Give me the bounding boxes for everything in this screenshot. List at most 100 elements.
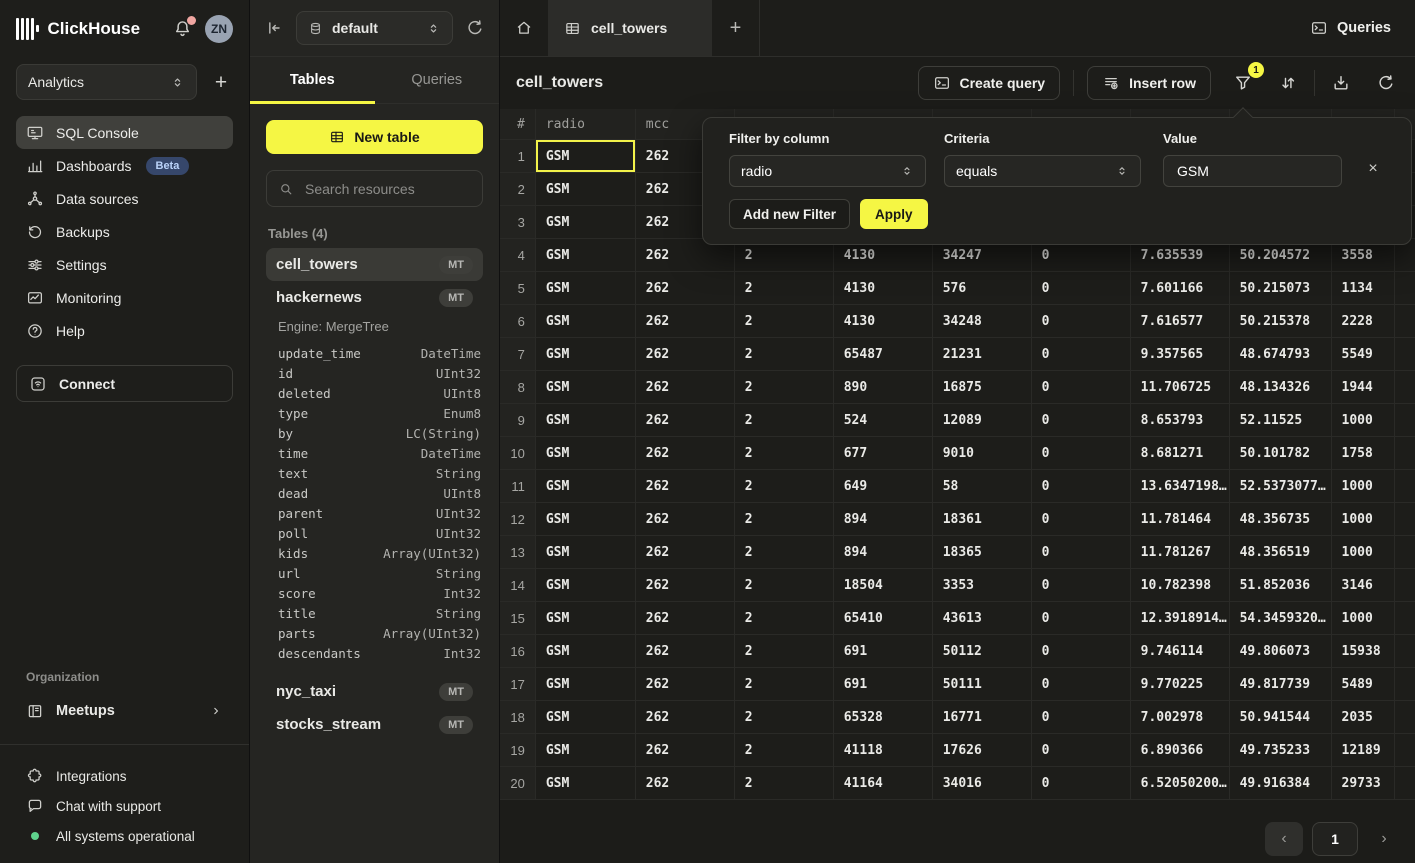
table-cell[interactable]: 5549: [1332, 338, 1395, 371]
table-cell[interactable]: 262: [636, 437, 735, 470]
table-cell[interactable]: 2: [735, 371, 834, 404]
table-cell[interactable]: 2: [735, 536, 834, 569]
table-cell[interactable]: 0: [1032, 404, 1131, 437]
table-cell[interactable]: 2: [735, 668, 834, 701]
table-cell[interactable]: 1000: [1332, 602, 1395, 635]
table-cell[interactable]: GSM: [536, 569, 636, 602]
table-cell[interactable]: 9.357565: [1131, 338, 1230, 371]
table-item-nyc_taxi[interactable]: nyc_taxiMT: [266, 675, 483, 708]
table-cell[interactable]: 262: [636, 701, 735, 734]
sidebar-item-sql-console[interactable]: SQL Console: [16, 116, 233, 149]
table-cell[interactable]: 2: [735, 701, 834, 734]
table-cell[interactable]: 0: [1032, 734, 1131, 767]
table-cell[interactable]: 48.356735: [1230, 503, 1332, 536]
notifications-bell-icon[interactable]: [172, 18, 193, 39]
table-cell[interactable]: GSM: [536, 338, 636, 371]
sort-button[interactable]: [1275, 70, 1301, 96]
table-cell[interactable]: GSM: [536, 734, 636, 767]
table-cell[interactable]: GSM: [536, 536, 636, 569]
table-cell[interactable]: 65328: [834, 701, 933, 734]
filter-button[interactable]: 1: [1230, 70, 1256, 96]
home-button[interactable]: [500, 0, 548, 56]
table-cell[interactable]: 41164: [834, 767, 933, 800]
table-cell[interactable]: 7.601166: [1131, 272, 1230, 305]
table-cell[interactable]: 649: [834, 470, 933, 503]
table-cell[interactable]: 43613: [933, 602, 1032, 635]
table-cell[interactable]: GSM: [536, 767, 636, 800]
table-cell[interactable]: 1000: [1332, 503, 1395, 536]
table-cell[interactable]: GSM: [536, 239, 636, 272]
table-cell[interactable]: 0: [1032, 371, 1131, 404]
table-cell[interactable]: 2: [735, 305, 834, 338]
connect-button[interactable]: Connect: [16, 365, 233, 402]
table-cell[interactable]: 894: [834, 536, 933, 569]
table-cell[interactable]: 34248: [933, 305, 1032, 338]
workspace-select[interactable]: Analytics: [16, 64, 197, 100]
table-cell[interactable]: 0: [1032, 470, 1131, 503]
table-cell[interactable]: GSM: [536, 404, 636, 437]
table-cell[interactable]: 12.3918914…: [1131, 602, 1230, 635]
table-cell[interactable]: 8.681271: [1131, 437, 1230, 470]
table-cell[interactable]: 50.215073: [1230, 272, 1332, 305]
table-cell[interactable]: 1758: [1332, 437, 1395, 470]
table-cell[interactable]: 54.3459320…: [1230, 602, 1332, 635]
tab-tables[interactable]: Tables: [250, 57, 375, 103]
table-cell[interactable]: 1944: [1332, 371, 1395, 404]
table-cell[interactable]: 65487: [834, 338, 933, 371]
add-new-filter-button[interactable]: Add new Filter: [729, 199, 850, 229]
sidebar-item-monitoring[interactable]: Monitoring: [16, 281, 233, 314]
sidebar-item-chat-with-support[interactable]: Chat with support: [16, 791, 233, 821]
table-cell[interactable]: 890: [834, 371, 933, 404]
table-cell[interactable]: 2: [735, 470, 834, 503]
table-cell[interactable]: 0: [1032, 635, 1131, 668]
table-cell[interactable]: 677: [834, 437, 933, 470]
table-cell[interactable]: 576: [933, 272, 1032, 305]
table-cell[interactable]: GSM: [536, 470, 636, 503]
table-cell[interactable]: 49.806073: [1230, 635, 1332, 668]
table-cell[interactable]: 12189: [1332, 734, 1395, 767]
table-cell[interactable]: 1000: [1332, 404, 1395, 437]
table-cell[interactable]: 50.215378: [1230, 305, 1332, 338]
search-input[interactable]: [303, 180, 488, 198]
table-cell[interactable]: 262: [636, 536, 735, 569]
table-cell[interactable]: 262: [636, 272, 735, 305]
table-cell[interactable]: 0: [1032, 437, 1131, 470]
table-cell[interactable]: 262: [636, 635, 735, 668]
table-cell[interactable]: 49.817739: [1230, 668, 1332, 701]
table-cell[interactable]: GSM: [536, 635, 636, 668]
next-page-button[interactable]: ›: [1367, 830, 1401, 848]
table-cell[interactable]: 18365: [933, 536, 1032, 569]
table-item-cell_towers[interactable]: cell_towersMT: [266, 248, 483, 281]
table-cell[interactable]: 7.002978: [1131, 701, 1230, 734]
current-page[interactable]: 1: [1312, 822, 1358, 856]
sidebar-item-all-systems-operational[interactable]: All systems operational: [16, 821, 233, 851]
sidebar-item-integrations[interactable]: Integrations: [16, 761, 233, 791]
table-cell[interactable]: 18504: [834, 569, 933, 602]
table-cell[interactable]: 262: [636, 602, 735, 635]
table-cell[interactable]: 2: [735, 569, 834, 602]
filter-criteria-select[interactable]: equals: [944, 155, 1141, 187]
table-cell[interactable]: GSM: [536, 140, 636, 173]
table-cell[interactable]: 11.706725: [1131, 371, 1230, 404]
table-cell[interactable]: GSM: [536, 668, 636, 701]
table-cell[interactable]: 50111: [933, 668, 1032, 701]
table-cell[interactable]: 52.5373077…: [1230, 470, 1332, 503]
table-cell[interactable]: GSM: [536, 437, 636, 470]
table-cell[interactable]: 0: [1032, 536, 1131, 569]
table-cell[interactable]: 4130: [834, 305, 933, 338]
sidebar-item-backups[interactable]: Backups: [16, 215, 233, 248]
table-cell[interactable]: 50.941544: [1230, 701, 1332, 734]
table-cell[interactable]: 51.852036: [1230, 569, 1332, 602]
table-cell[interactable]: 2035: [1332, 701, 1395, 734]
table-cell[interactable]: GSM: [536, 602, 636, 635]
table-cell[interactable]: 2: [735, 602, 834, 635]
table-cell[interactable]: 0: [1032, 767, 1131, 800]
table-cell[interactable]: 29733: [1332, 767, 1395, 800]
avatar[interactable]: ZN: [205, 15, 233, 43]
table-cell[interactable]: 0: [1032, 701, 1131, 734]
table-cell[interactable]: 262: [636, 734, 735, 767]
refresh-tables-button[interactable]: [465, 18, 485, 38]
table-cell[interactable]: 2228: [1332, 305, 1395, 338]
table-cell[interactable]: GSM: [536, 503, 636, 536]
table-cell[interactable]: 7.616577: [1131, 305, 1230, 338]
